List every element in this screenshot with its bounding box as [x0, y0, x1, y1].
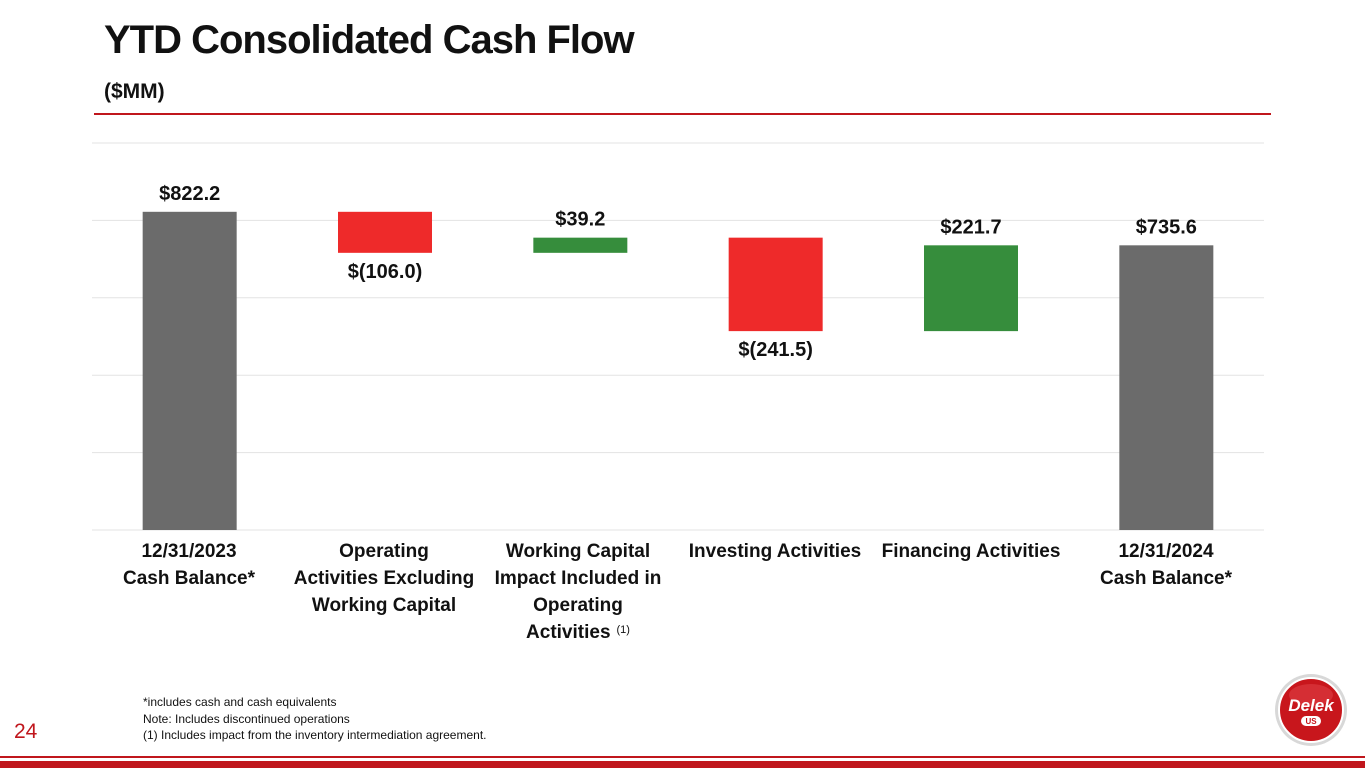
data-label: $735.6: [1136, 216, 1197, 238]
category-label-start-balance: 12/31/2023 Cash Balance*: [122, 541, 255, 589]
page-number: 24: [14, 720, 38, 743]
bar-decrease: [728, 237, 823, 332]
data-label: $(106.0): [348, 261, 423, 283]
category-label-investing: Investing Activities: [688, 541, 862, 562]
data-label: $822.2: [159, 183, 220, 205]
svg-text:Delek: Delek: [1288, 696, 1335, 715]
data-label: $(241.5): [738, 339, 813, 361]
bar-total: [1119, 245, 1214, 530]
category-label-operating: Operating Activities Excluding Working C…: [293, 541, 475, 616]
footnote-intermediation: (1) Includes impact from the inventory i…: [143, 728, 487, 742]
footnote-cash: *includes cash and cash equivalents: [143, 695, 337, 709]
data-label: $39.2: [555, 209, 605, 231]
category-label-working-capital: Working Capital Impact Included in Opera…: [494, 541, 662, 643]
footnote-discontinued: Note: Includes discontinued operations: [143, 711, 350, 726]
footer-bar: [0, 761, 1365, 768]
title-divider: [94, 113, 1271, 115]
bar-increase: [924, 245, 1018, 332]
category-label-end-balance: 12/31/2024 Cash Balance*: [1099, 541, 1232, 589]
bar-decrease: [338, 211, 432, 253]
svg-text:US: US: [1305, 717, 1317, 726]
page-title: YTD Consolidated Cash Flow: [104, 18, 635, 62]
category-label-financing: Financing Activities: [881, 541, 1061, 562]
delek-us-logo: Delek US: [1275, 674, 1347, 746]
units-subtitle: ($MM): [104, 80, 165, 103]
footer-rule: [0, 756, 1365, 758]
bar-total: [142, 211, 237, 530]
footnote-marker: (1): [616, 624, 630, 636]
footnotes: *includes cash and cash equivalents Note…: [143, 694, 487, 744]
bar-increase: [533, 237, 628, 253]
data-label: $221.7: [940, 216, 1001, 238]
